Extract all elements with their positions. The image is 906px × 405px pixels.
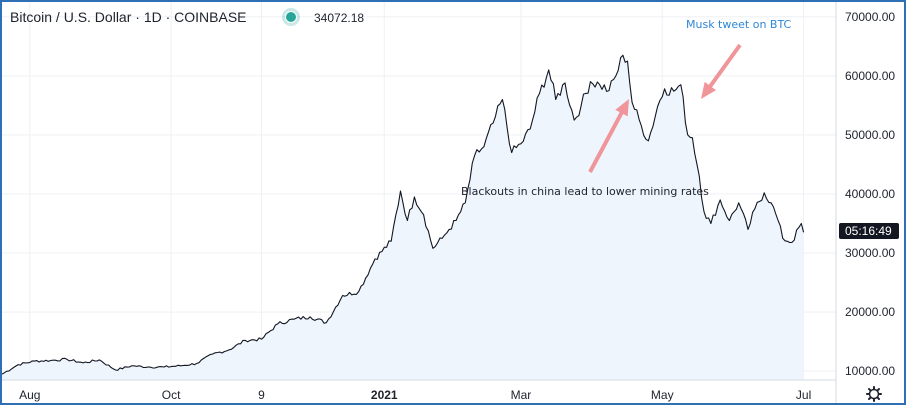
annotation-arrows — [588, 43, 742, 173]
x-tick-label: Aug — [19, 388, 40, 402]
y-tick-label: 50000.00 — [845, 128, 895, 142]
blackouts-arrow — [588, 99, 629, 173]
price-area-layer — [2, 55, 804, 380]
y-tick-label: 60000.00 — [845, 69, 895, 83]
symbol-title[interactable]: Bitcoin / U.S. Dollar · 1D · COINBASE — [10, 9, 247, 25]
y-tick-label: 10000.00 — [845, 364, 895, 378]
price-area — [2, 55, 804, 380]
y-axis[interactable]: 70000.00 60000.00 50000.00 40000.00 30000.00… — [845, 10, 895, 378]
market-status-ring — [282, 8, 300, 26]
x-tick-label: Jul — [796, 388, 811, 402]
annotation-musk-tweet: Musk tweet on BTC — [686, 18, 792, 31]
y-tick-label: 30000.00 — [845, 246, 895, 260]
countdown-text: 05:16:49 — [845, 224, 892, 238]
x-tick-label: Oct — [162, 388, 181, 402]
gear-icon[interactable] — [866, 386, 882, 402]
x-tick-label: May — [651, 388, 674, 402]
x-tick-label: Mar — [511, 388, 532, 402]
y-tick-label: 20000.00 — [845, 305, 895, 319]
last-value: 34072.18 — [314, 11, 364, 25]
x-tick-label: 9 — [258, 388, 265, 402]
price-line-layer — [2, 54, 805, 375]
annotation-blackouts: Blackouts in china lead to lower mining … — [461, 185, 709, 198]
last-price-marker: 05:16:49 — [839, 223, 899, 239]
countdown-badge — [839, 223, 899, 239]
y-tick-label: 40000.00 — [845, 187, 895, 201]
y-tick-label: 70000.00 — [845, 10, 895, 24]
x-axis[interactable]: Aug Oct 9 2021 Mar May Jul — [19, 388, 811, 402]
x-tick-label: 2021 — [371, 388, 398, 402]
market-status-icon — [286, 12, 296, 22]
musk-arrow — [701, 43, 742, 99]
price-line[interactable] — [2, 54, 805, 375]
